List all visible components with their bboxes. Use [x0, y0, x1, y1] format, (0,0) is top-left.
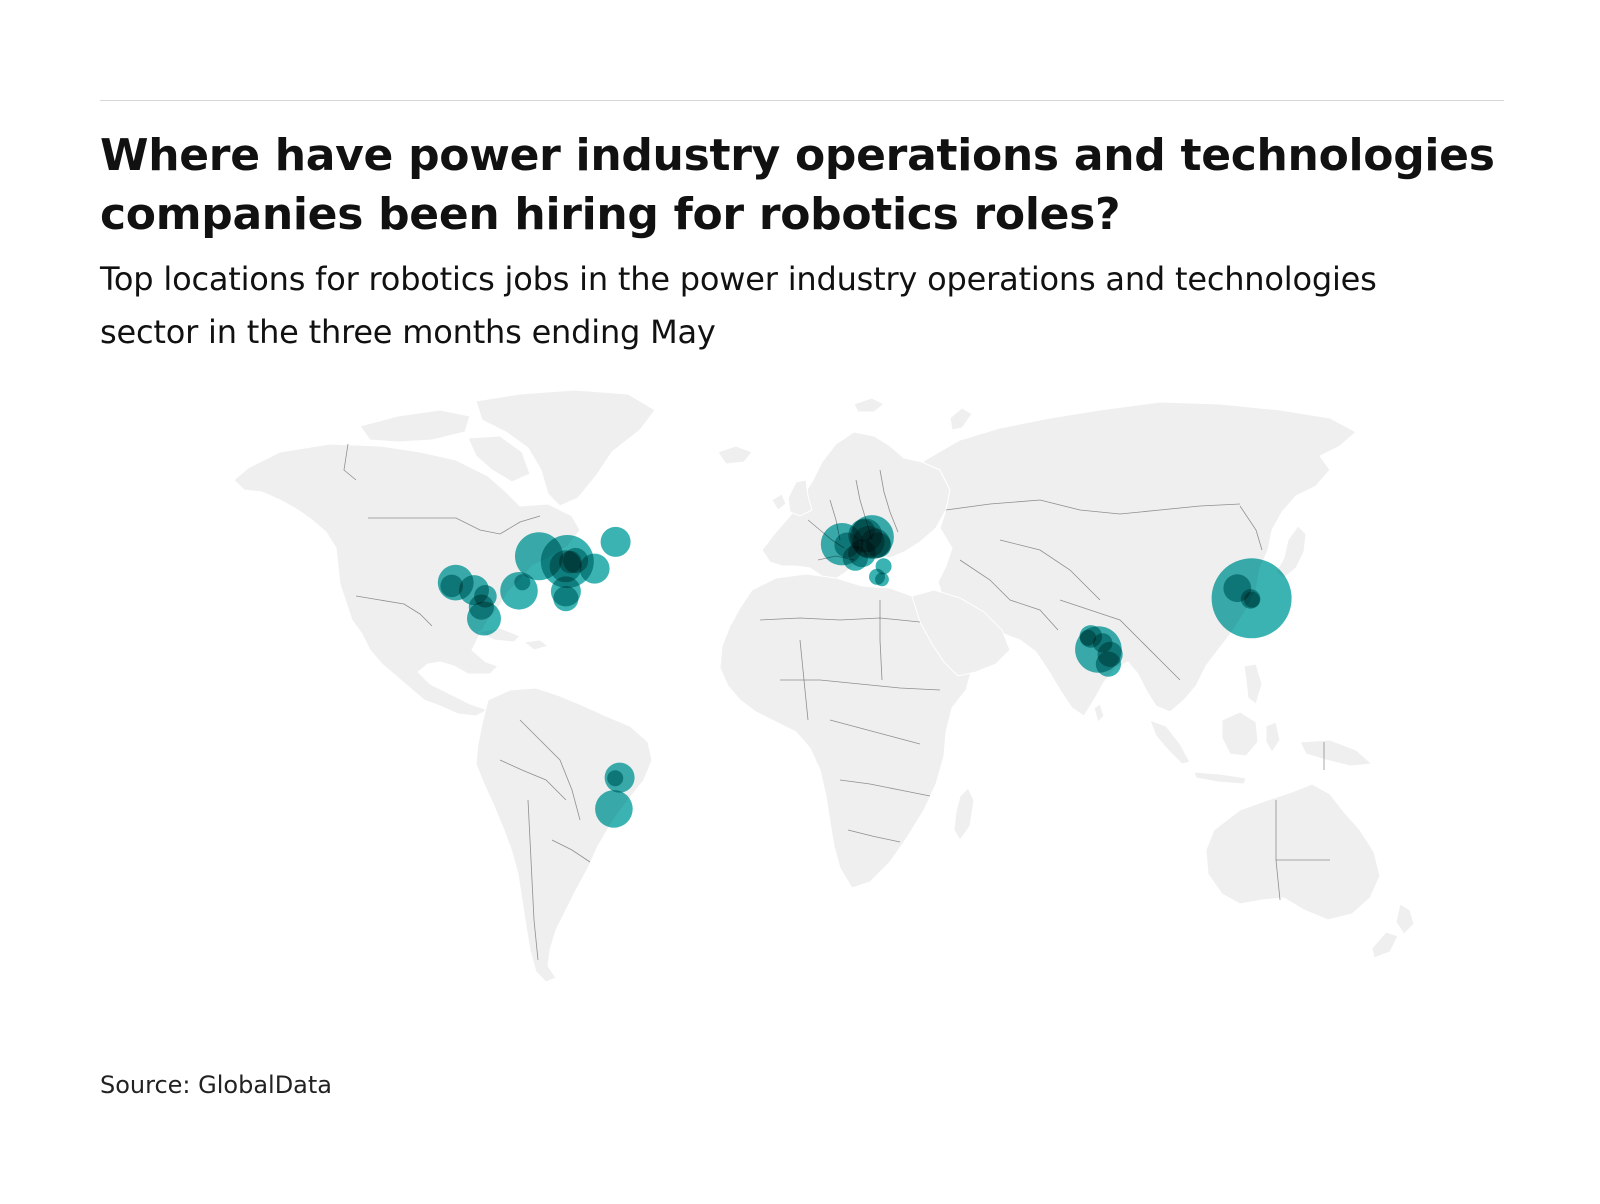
border-africa-4 — [829, 719, 921, 745]
location-bubble[interactable] — [1243, 591, 1260, 608]
land-philippines — [1243, 663, 1263, 705]
border-europe-4 — [879, 469, 899, 533]
land-svalbard — [853, 397, 885, 413]
border-south-america-2 — [499, 759, 567, 801]
border-us-canada — [368, 515, 541, 535]
location-bubble[interactable] — [842, 545, 868, 571]
location-bubble[interactable] — [514, 574, 531, 591]
land-greenland — [475, 389, 656, 507]
land-north-america — [233, 443, 581, 717]
border-africa-2 — [879, 600, 883, 681]
top-divider — [100, 100, 1504, 101]
border-alaska — [343, 443, 357, 481]
source-note: Source: GlobalData — [100, 1071, 333, 1099]
border-us-mexico — [355, 595, 433, 627]
chart-title: Where have power industry operations and… — [100, 130, 1495, 240]
border-south-america-1 — [519, 719, 581, 821]
location-bubble[interactable] — [852, 519, 875, 542]
land-great-britain — [787, 479, 813, 517]
hiring-bubbles — [437, 515, 1292, 828]
land-australia — [1205, 783, 1381, 921]
land-baffin-island — [467, 435, 531, 483]
location-bubble[interactable] — [595, 790, 633, 828]
location-bubble[interactable] — [1080, 629, 1097, 646]
location-bubble[interactable] — [559, 550, 582, 574]
location-bubble[interactable] — [440, 574, 464, 598]
location-bubble[interactable] — [600, 526, 631, 557]
border-africa-7 — [799, 639, 809, 721]
land-novaya-zemlya — [949, 407, 973, 431]
border-asia-4 — [1139, 639, 1181, 681]
land-ireland — [771, 493, 787, 511]
land-masses — [233, 389, 1415, 983]
land-madagascar — [953, 787, 975, 841]
location-bubble[interactable] — [875, 572, 889, 587]
chart-subtitle: Top locations for robotics jobs in the p… — [100, 260, 1377, 351]
location-bubble[interactable] — [1095, 651, 1121, 677]
location-bubble[interactable] — [1092, 633, 1113, 653]
country-borders — [343, 443, 1330, 961]
border-asia-2 — [999, 539, 1101, 601]
border-asia-1 — [945, 499, 1241, 515]
border-asia-5 — [959, 559, 1011, 601]
land-indonesia-sumatra — [1149, 719, 1191, 765]
border-asia-3 — [1059, 599, 1141, 641]
land-sulawesi — [1265, 721, 1281, 753]
land-hispaniola — [522, 639, 550, 651]
border-south-america-4 — [551, 839, 591, 863]
land-borneo — [1221, 711, 1259, 757]
border-asia-7 — [1009, 599, 1059, 631]
border-asia-6 — [1239, 505, 1263, 551]
location-bubble[interactable] — [474, 585, 497, 608]
land-new-zealand — [1395, 903, 1415, 935]
land-new-guinea — [1299, 739, 1374, 767]
location-bubble[interactable] — [866, 532, 892, 558]
border-africa-1 — [759, 617, 921, 623]
land-arctic-islands — [359, 409, 471, 443]
border-africa-6 — [847, 829, 901, 843]
land-arabia — [911, 589, 1011, 677]
land-new-zealand-south — [1371, 931, 1399, 959]
border-africa-5 — [839, 779, 931, 797]
land-indonesia-java — [1193, 771, 1247, 785]
border-africa-3 — [780, 679, 941, 691]
location-bubble[interactable] — [607, 770, 624, 787]
land-iceland — [717, 445, 753, 465]
border-south-america-3 — [527, 799, 539, 961]
land-sri-lanka — [1093, 703, 1105, 723]
location-bubble[interactable] — [553, 586, 579, 612]
land-south-america — [475, 687, 653, 983]
land-japan — [1275, 525, 1307, 579]
